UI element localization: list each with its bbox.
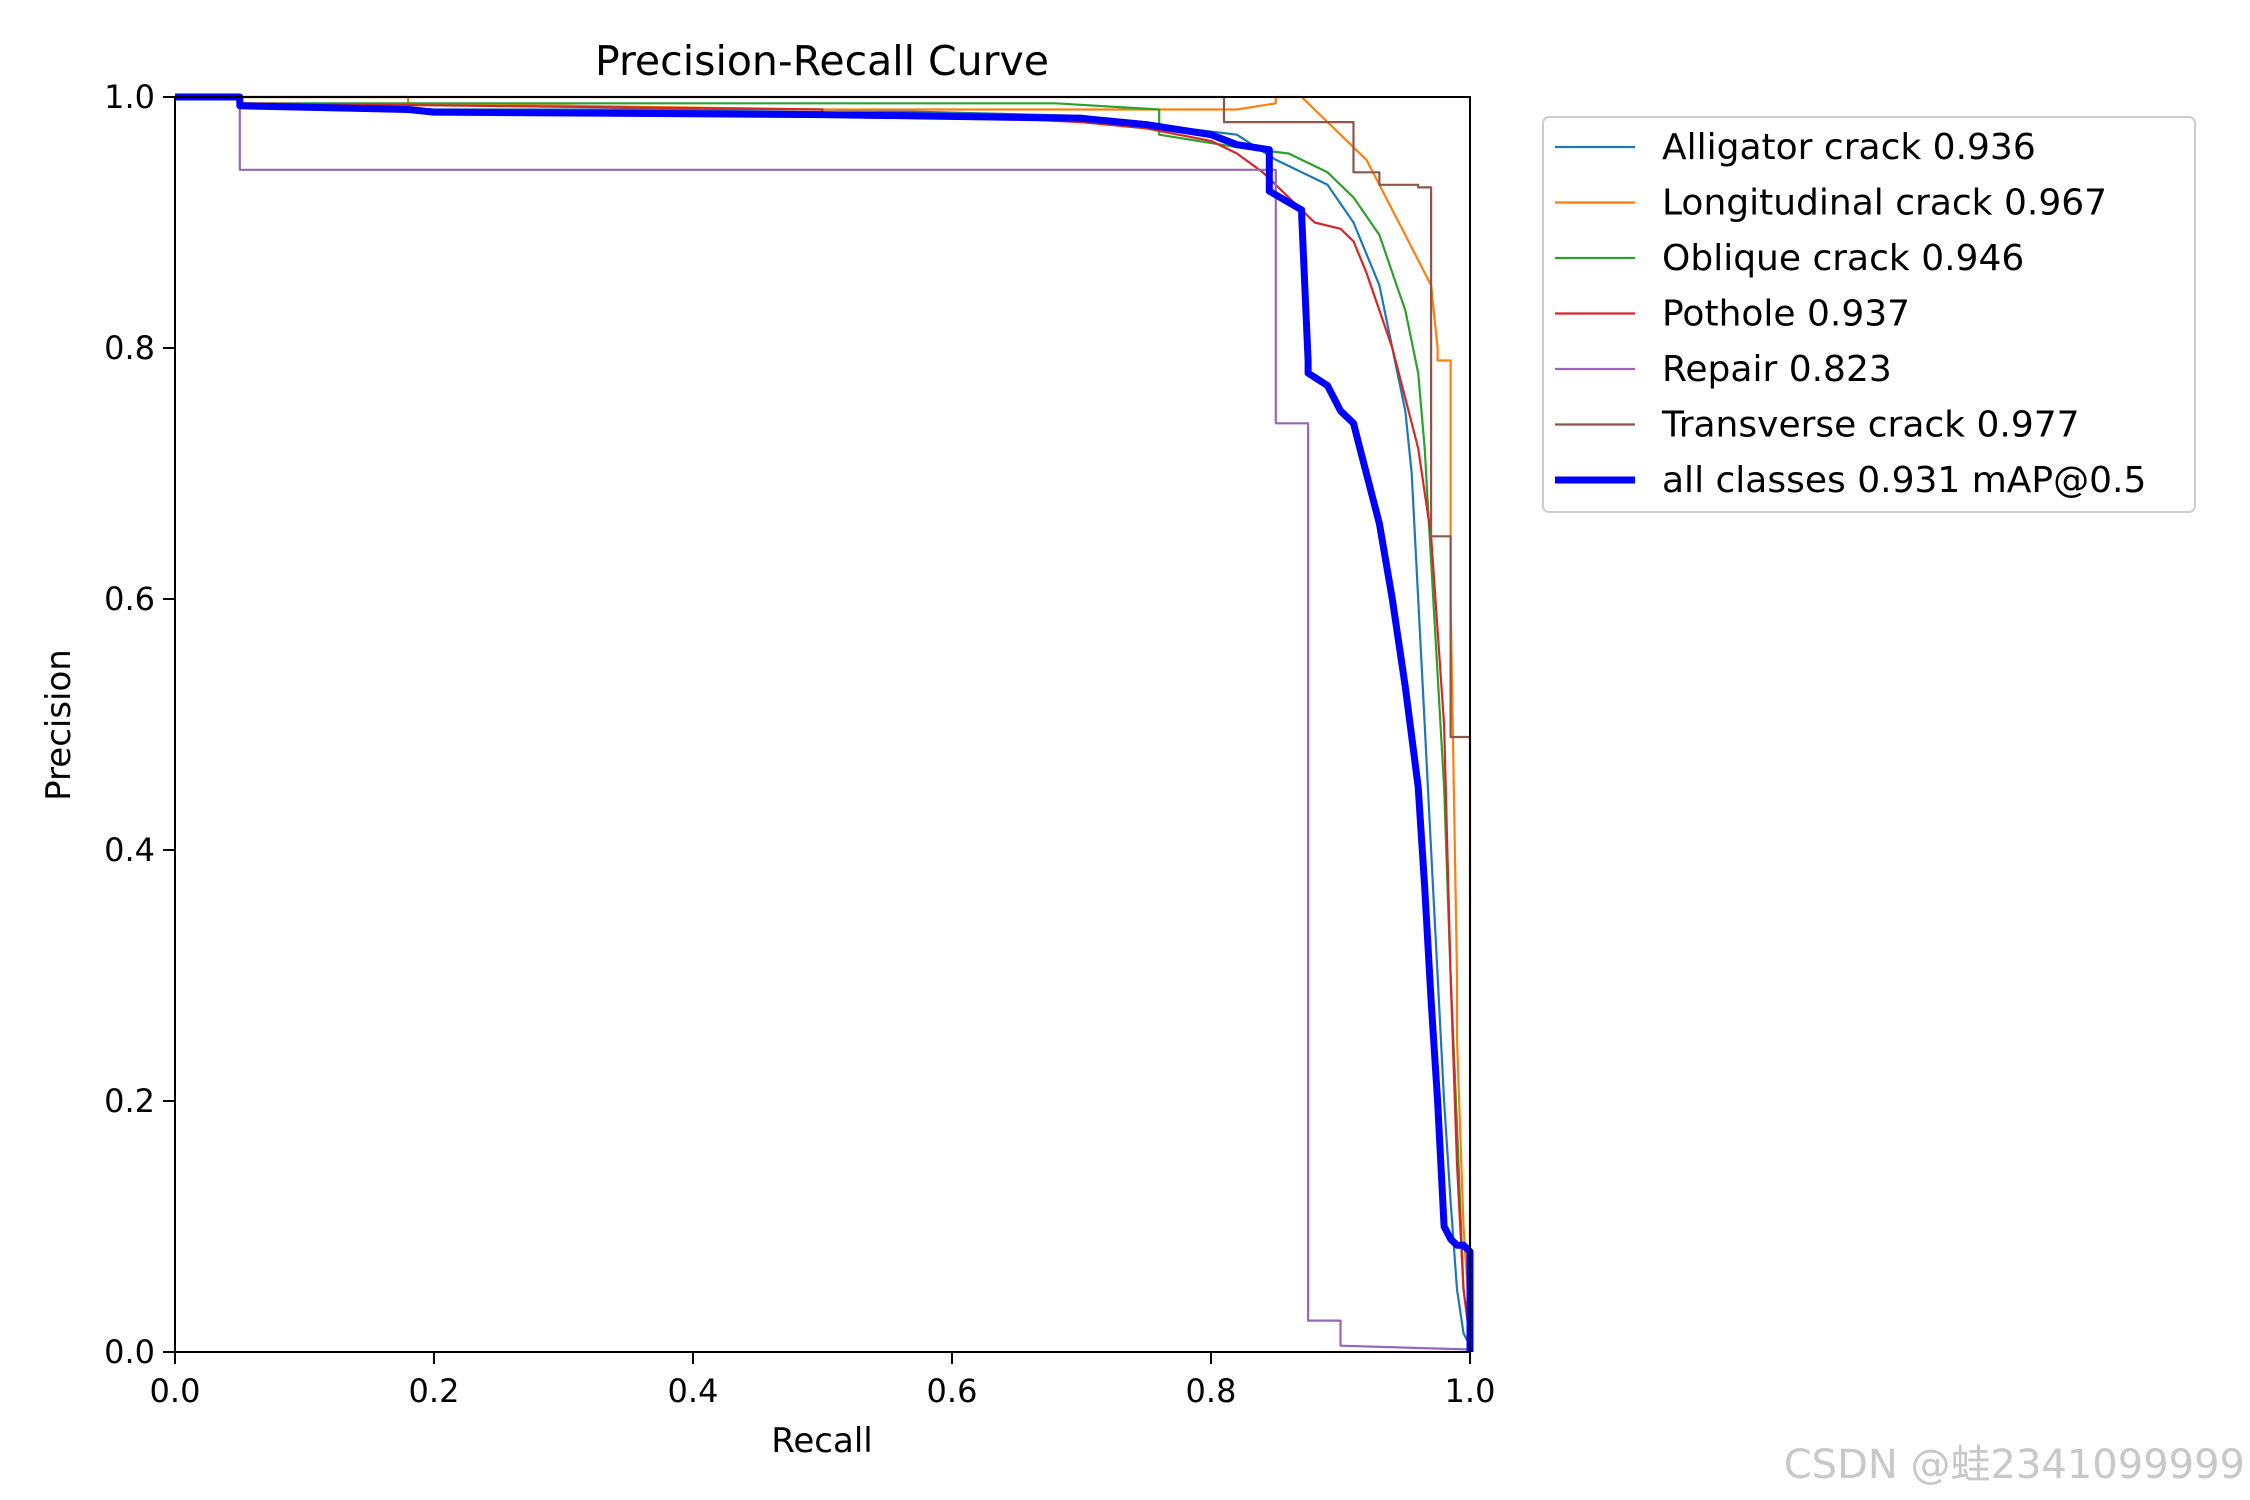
legend-label-6: all classes 0.931 mAP@0.5 xyxy=(1662,460,2146,501)
legend-label-3: Pothole 0.937 xyxy=(1662,294,1910,335)
series-line-5 xyxy=(175,95,1472,1352)
x-tick-label: 0.8 xyxy=(1186,1372,1237,1410)
x-tick-label: 0.4 xyxy=(668,1372,719,1410)
y-axis-ticks: 0.0 0.2 0.4 0.6 0.8 1.0 xyxy=(104,78,175,1371)
y-axis-title: Precision xyxy=(39,649,79,801)
y-tick-label: 1.0 xyxy=(104,78,155,116)
legend-label-4: Repair 0.823 xyxy=(1662,349,1892,390)
y-tick-label: 0.4 xyxy=(104,831,155,869)
series-line-1 xyxy=(175,95,1472,1352)
y-tick-label: 0.2 xyxy=(104,1082,155,1120)
x-tick-label: 0.0 xyxy=(150,1372,201,1410)
series-line-4 xyxy=(175,95,1472,1352)
legend: Alligator crack 0.936 Longitudinal crack … xyxy=(1542,116,2196,513)
x-tick-label: 1.0 xyxy=(1445,1372,1496,1410)
x-tick-label: 0.2 xyxy=(409,1372,460,1410)
legend-label-5: Transverse crack 0.977 xyxy=(1661,405,2080,446)
y-tick-label: 0.6 xyxy=(104,580,155,618)
x-axis-title: Recall xyxy=(771,1421,872,1461)
legend-label-2: Oblique crack 0.946 xyxy=(1662,238,2024,279)
legend-frame xyxy=(1542,116,2196,513)
x-axis-ticks: 0.0 0.2 0.4 0.6 0.8 1.0 xyxy=(150,1352,1496,1410)
series-layer xyxy=(175,93,1474,1352)
chart-title: Precision-Recall Curve xyxy=(595,37,1049,85)
y-tick-label: 0.8 xyxy=(104,329,155,367)
series-line-6 xyxy=(175,93,1474,1352)
x-tick-label: 0.6 xyxy=(927,1372,978,1410)
y-tick-label: 0.0 xyxy=(104,1333,155,1371)
watermark: CSDN @蛙2341099999 xyxy=(1784,1442,2245,1488)
legend-items: Alligator crack 0.936 Longitudinal crack … xyxy=(1555,127,2146,501)
plot-frame xyxy=(174,96,1471,1353)
legend-label-0: Alligator crack 0.936 xyxy=(1662,127,2036,168)
legend-label-1: Longitudinal crack 0.967 xyxy=(1662,183,2107,224)
